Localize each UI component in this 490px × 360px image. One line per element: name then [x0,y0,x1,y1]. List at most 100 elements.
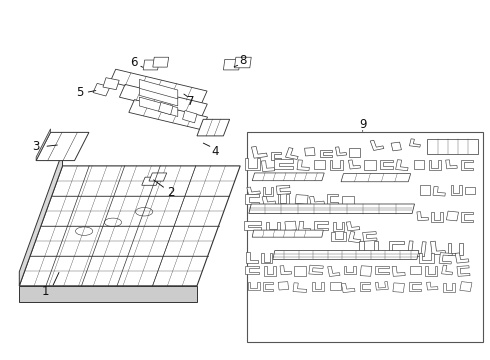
Polygon shape [36,129,50,161]
Polygon shape [310,196,324,206]
Polygon shape [359,242,378,256]
Polygon shape [441,265,453,275]
Polygon shape [234,57,251,68]
Text: 4: 4 [212,145,219,158]
Polygon shape [380,160,393,168]
Polygon shape [278,282,289,290]
Polygon shape [341,174,411,182]
Polygon shape [455,253,469,263]
Polygon shape [410,266,421,274]
Polygon shape [120,85,207,117]
Polygon shape [451,185,462,195]
Polygon shape [331,231,346,242]
Text: 5: 5 [75,86,83,99]
Polygon shape [419,253,434,262]
Polygon shape [245,158,260,170]
Polygon shape [129,100,208,130]
Polygon shape [264,266,276,276]
Polygon shape [420,185,430,195]
Polygon shape [392,266,405,276]
Polygon shape [327,194,338,204]
Polygon shape [245,266,259,274]
Polygon shape [429,160,441,170]
Polygon shape [293,283,307,292]
Polygon shape [273,251,419,259]
Polygon shape [375,266,389,274]
Polygon shape [336,147,346,156]
Polygon shape [159,102,173,115]
Polygon shape [370,140,384,150]
Polygon shape [276,185,291,194]
Polygon shape [333,222,344,231]
Polygon shape [389,241,404,255]
Polygon shape [197,119,230,136]
Polygon shape [139,86,178,106]
Polygon shape [110,69,207,104]
Polygon shape [446,211,459,221]
Polygon shape [417,212,428,221]
Text: 2: 2 [167,186,174,199]
Text: 9: 9 [359,118,367,131]
Polygon shape [330,282,341,290]
Polygon shape [251,147,268,158]
Polygon shape [393,283,404,292]
Polygon shape [461,160,473,170]
Polygon shape [246,252,258,263]
Polygon shape [312,282,324,291]
Polygon shape [448,243,463,255]
Polygon shape [142,177,160,185]
Polygon shape [395,160,408,171]
Polygon shape [410,282,421,291]
Polygon shape [364,160,376,170]
Text: 3: 3 [32,140,40,153]
Polygon shape [285,221,296,231]
Polygon shape [443,283,455,292]
Polygon shape [425,266,437,276]
Polygon shape [314,221,328,230]
Polygon shape [19,152,63,286]
Polygon shape [431,212,443,222]
Polygon shape [346,222,360,231]
Polygon shape [414,160,424,168]
Polygon shape [360,282,370,291]
Polygon shape [36,132,89,161]
Polygon shape [263,282,273,291]
Polygon shape [363,231,377,241]
Polygon shape [252,230,323,237]
Polygon shape [431,241,445,255]
Polygon shape [262,196,276,206]
Polygon shape [446,160,457,169]
Polygon shape [427,139,478,154]
Polygon shape [274,159,293,169]
Polygon shape [252,173,324,181]
Polygon shape [294,266,306,276]
Polygon shape [329,159,343,170]
Polygon shape [348,160,361,169]
Polygon shape [305,148,315,156]
Polygon shape [139,80,178,99]
Polygon shape [295,195,308,204]
Polygon shape [342,196,354,205]
Polygon shape [427,282,438,290]
Polygon shape [461,212,473,222]
Text: 8: 8 [239,54,246,67]
Polygon shape [280,266,292,275]
Polygon shape [319,150,332,157]
Polygon shape [183,111,197,123]
Polygon shape [286,148,298,159]
Polygon shape [19,166,240,286]
Polygon shape [314,160,325,168]
Polygon shape [278,194,289,204]
Polygon shape [375,282,388,290]
Polygon shape [348,231,361,243]
Polygon shape [460,282,472,292]
Polygon shape [247,282,260,290]
Polygon shape [309,265,323,275]
Polygon shape [93,84,110,96]
Polygon shape [249,204,415,213]
Polygon shape [360,266,372,276]
Polygon shape [103,78,119,90]
Polygon shape [342,283,355,293]
Polygon shape [247,187,261,195]
Polygon shape [245,194,259,204]
